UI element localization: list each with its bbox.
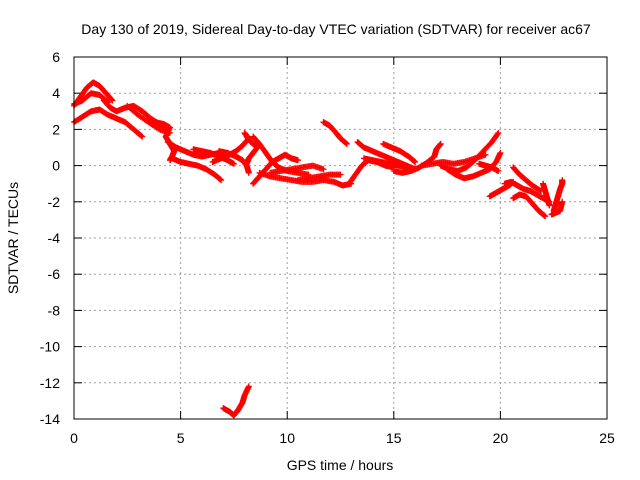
x-tick-label: 5: [177, 430, 185, 446]
grid-lines: [74, 57, 607, 419]
x-tick-label: 15: [386, 430, 402, 446]
data-point: [138, 132, 145, 139]
data-point: [320, 166, 327, 173]
x-tick-label: 0: [70, 430, 78, 446]
series-track-18: [320, 119, 350, 147]
series-track-17: [294, 171, 344, 184]
series-track-27: [476, 160, 502, 175]
y-axis-label: SDTVAR / TECUs: [5, 182, 21, 294]
chart-title: Day 130 of 2019, Sidereal Day-to-day VTE…: [81, 21, 591, 37]
series-track-21: [360, 155, 410, 171]
data-point: [109, 97, 116, 104]
data-point: [230, 160, 237, 167]
x-tick-label: 10: [279, 430, 295, 446]
y-tick-label: 0: [52, 158, 60, 174]
data-point: [482, 151, 489, 158]
data-point: [536, 187, 543, 194]
data-point: [217, 176, 224, 183]
series-track-23: [390, 140, 444, 176]
series-track-03: [71, 106, 146, 140]
x-tick-label: 25: [599, 430, 615, 446]
y-tick-label: -10: [40, 339, 60, 355]
series-track-34: [548, 198, 566, 218]
data-point: [541, 212, 548, 219]
y-tick-label: -12: [40, 375, 60, 391]
data-point: [108, 96, 115, 103]
y-tick-label: 6: [52, 49, 60, 65]
data-markers: [71, 79, 566, 419]
series-track-01: [71, 79, 116, 109]
series-track-32: [540, 180, 553, 209]
x-axis-label: GPS time / hours: [287, 457, 394, 473]
series-track-24: [418, 151, 489, 169]
series-track-22: [380, 140, 419, 165]
series-track-29: [501, 178, 553, 205]
data-point: [139, 133, 146, 140]
series-track-31: [510, 164, 544, 194]
y-tick-label: -2: [48, 194, 61, 210]
series-track-02: [71, 90, 112, 108]
y-tick-label: -6: [48, 266, 61, 282]
data-point: [497, 149, 504, 156]
series-track-35: [220, 383, 252, 419]
data-point: [495, 168, 502, 175]
data-point: [559, 177, 566, 184]
series-track-16: [267, 162, 327, 176]
data-point: [437, 140, 444, 147]
y-tick-label: 2: [52, 121, 60, 137]
y-tick-label: -14: [40, 411, 60, 427]
series-track-26: [437, 130, 502, 175]
data-point: [343, 140, 350, 147]
y-tick-label: -8: [48, 302, 61, 318]
data-point: [411, 158, 418, 165]
data-point: [542, 213, 549, 220]
data-point: [243, 133, 250, 140]
x-tick-label: 20: [493, 430, 509, 446]
data-point: [245, 169, 252, 176]
data-point: [559, 198, 566, 205]
data-point: [495, 130, 502, 137]
data-point: [546, 202, 553, 209]
data-point: [343, 140, 350, 147]
y-tick-label: 4: [52, 85, 60, 101]
y-tick-label: -4: [48, 230, 61, 246]
series-track-08: [169, 155, 225, 184]
data-point: [241, 130, 248, 137]
plot-frame: [73, 56, 608, 420]
data-point: [337, 171, 344, 178]
data-point: [218, 177, 225, 184]
data-point: [245, 383, 252, 390]
data-point: [412, 158, 419, 165]
series-track-30: [510, 191, 549, 220]
data-point: [294, 157, 301, 164]
data-point: [494, 131, 501, 138]
series-track-14: [250, 151, 301, 187]
